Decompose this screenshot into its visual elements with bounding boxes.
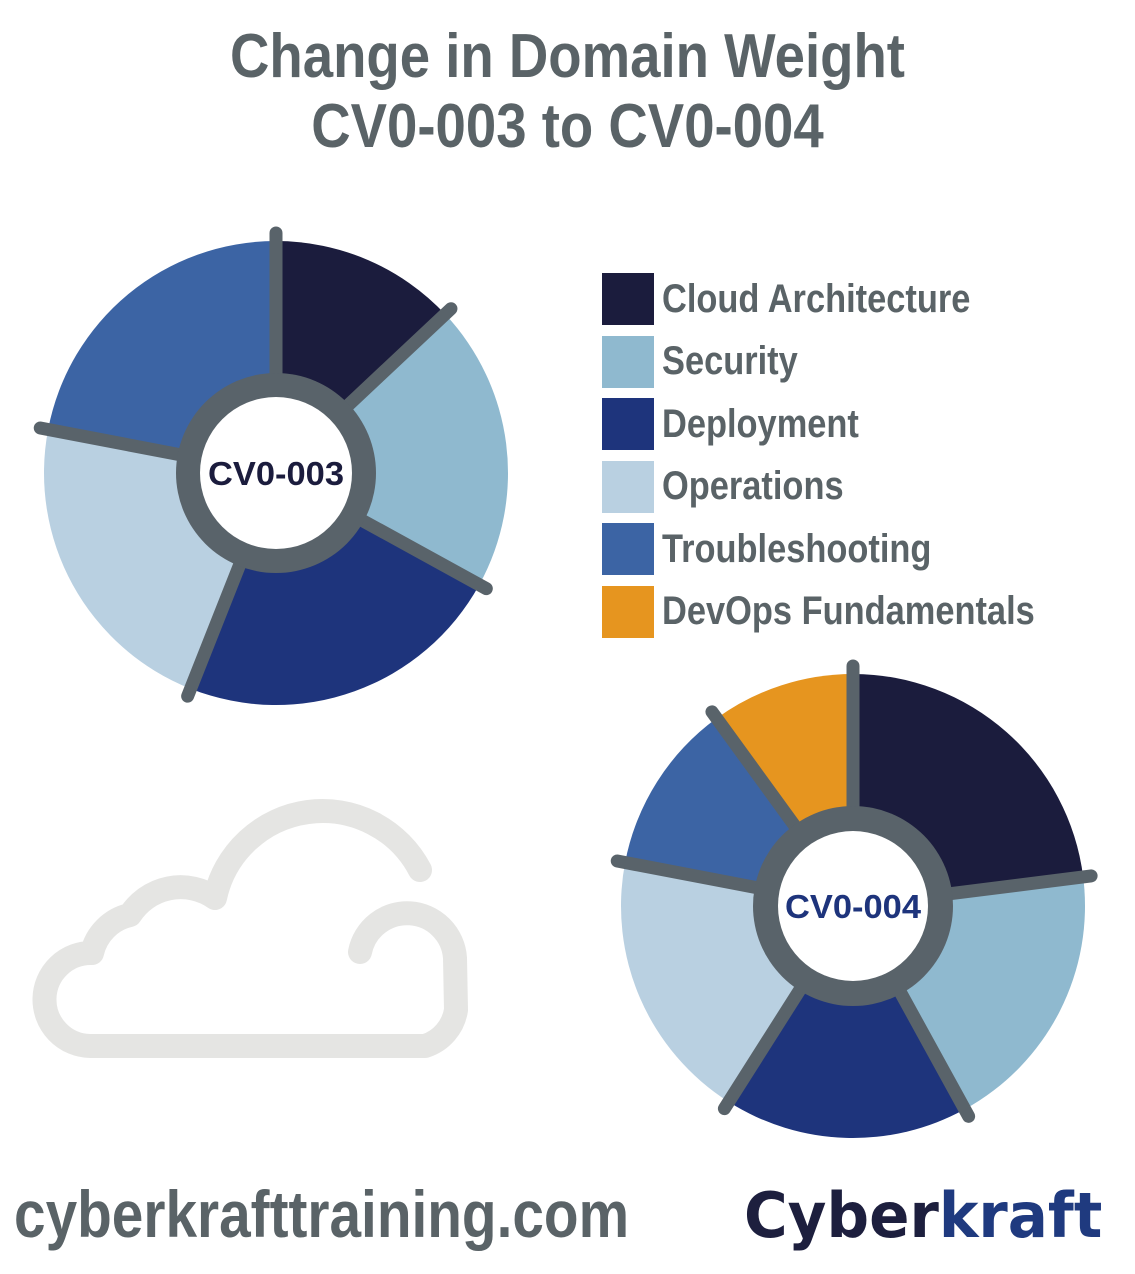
- donut-hole: [778, 831, 928, 981]
- legend-label: Troubleshooting: [662, 526, 932, 571]
- legend-swatch: [602, 335, 654, 388]
- legend-item: Security: [602, 331, 1095, 394]
- slice-divider: [717, 979, 809, 1116]
- donut-chart-cv0-004: CV0-004: [610, 659, 1098, 1138]
- legend-item: Deployment: [602, 393, 1095, 456]
- legend-swatch: [602, 398, 654, 451]
- pie-slice: [276, 314, 508, 585]
- slice-divider: [33, 421, 190, 462]
- legend-label: Cloud Architecture: [662, 276, 971, 321]
- slice-divider: [352, 512, 493, 596]
- brand-logo-part-1: Cyber: [744, 1179, 939, 1252]
- legend-item: Troubleshooting: [602, 518, 1095, 581]
- donut-hole: [200, 397, 352, 549]
- slice-divider: [892, 982, 976, 1123]
- slice-divider: [181, 554, 248, 703]
- slice-divider: [338, 302, 458, 415]
- footer-url[interactable]: cyberkrafttraining.com: [14, 1177, 630, 1251]
- donut-center-label: CV0-004: [785, 888, 922, 925]
- slice-divider: [940, 869, 1098, 901]
- legend-item: Operations: [602, 456, 1095, 519]
- slice-divider: [705, 705, 804, 836]
- donut-chart-cv0-003: CV0-003: [33, 226, 508, 705]
- chart-title: Change in Domain Weight CV0-003 to CV0-0…: [68, 22, 1067, 162]
- legend: Cloud Architecture Security Deployment Oper…: [602, 268, 1095, 643]
- legend-swatch: [602, 585, 654, 638]
- pie-slice: [728, 906, 965, 1138]
- legend-label: Security: [662, 339, 798, 384]
- legend-label: Operations: [662, 464, 844, 509]
- title-line-1: Change in Domain Weight: [230, 22, 905, 91]
- slice-divider: [610, 854, 767, 895]
- title-line-2: CV0-003 to CV0-004: [311, 92, 824, 161]
- legend-item: DevOps Fundamentals: [602, 581, 1095, 644]
- legend-label: DevOps Fundamentals: [662, 589, 1035, 634]
- legend-swatch: [602, 460, 654, 513]
- brand-logo: Cyberkraft: [744, 1180, 1102, 1252]
- legend-swatch: [602, 523, 654, 576]
- legend-swatch: [602, 273, 654, 326]
- brand-logo-part-2: kraft: [938, 1179, 1103, 1252]
- cloud-icon: [32, 799, 468, 1058]
- legend-label: Deployment: [662, 401, 859, 446]
- legend-item: Cloud Architecture: [602, 268, 1095, 331]
- donut-center-label: CV0-003: [208, 455, 344, 492]
